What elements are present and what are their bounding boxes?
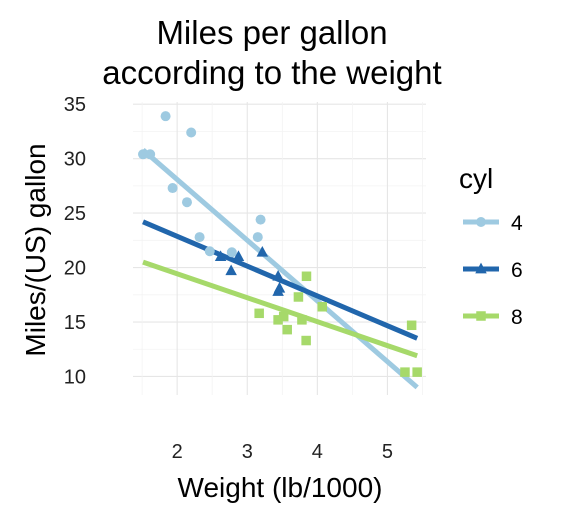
legend-key-marker-cyl-4 xyxy=(476,217,486,227)
data-point-cyl-6 xyxy=(214,250,227,261)
legend-label-cyl-6: 6 xyxy=(511,259,523,282)
data-point-cyl-4 xyxy=(252,232,263,243)
data-point-cyl-8 xyxy=(278,311,289,322)
data-points xyxy=(138,111,422,377)
data-point-cyl-4 xyxy=(167,183,178,194)
data-point-cyl-6 xyxy=(272,269,284,281)
x-tick-label: 4 xyxy=(312,441,323,463)
fit-line-cyl-8 xyxy=(142,259,418,359)
data-point-cyl-8 xyxy=(406,320,417,331)
data-point-cyl-8 xyxy=(301,271,312,282)
y-axis-ticks: 10 15 20 25 30 35 xyxy=(64,94,86,388)
data-point-cyl-8 xyxy=(282,324,292,335)
data-point-cyl-6 xyxy=(225,264,237,276)
x-tick-label: 3 xyxy=(242,441,253,463)
y-tick-label: 15 xyxy=(64,312,86,334)
y-tick-label: 20 xyxy=(64,258,86,280)
data-point-cyl-8 xyxy=(301,335,311,346)
x-tick-label: 2 xyxy=(172,441,183,463)
data-point-cyl-4 xyxy=(194,232,205,243)
legend: cyl 4 6 8 xyxy=(459,163,523,329)
legend-label-cyl-8: 8 xyxy=(511,306,523,329)
y-tick-label: 25 xyxy=(64,203,86,225)
y-tick-label: 35 xyxy=(64,94,86,116)
data-point-cyl-6 xyxy=(232,250,245,261)
data-point-cyl-8 xyxy=(254,308,264,319)
data-point-cyl-4 xyxy=(145,149,156,160)
fit-line-cyl-4 xyxy=(141,148,419,390)
data-point-cyl-4 xyxy=(160,111,171,122)
data-point-cyl-8 xyxy=(400,367,410,377)
legend-label-cyl-4: 4 xyxy=(511,212,523,235)
data-point-cyl-4 xyxy=(181,197,192,208)
data-point-cyl-8 xyxy=(297,315,307,325)
x-axis-label: Weight (lb/1000) xyxy=(178,472,383,503)
legend-title: cyl xyxy=(459,163,493,194)
data-point-cyl-6 xyxy=(256,245,269,257)
chart-title-line: according to the weight xyxy=(102,54,441,91)
x-axis-ticks: 2 3 4 5 xyxy=(172,441,393,463)
data-point-cyl-4 xyxy=(138,149,149,160)
data-point-cyl-4 xyxy=(186,127,197,138)
y-tick-label: 30 xyxy=(64,149,86,171)
grid xyxy=(133,102,426,395)
data-point-cyl-8 xyxy=(293,292,304,302)
data-point-cyl-6 xyxy=(272,285,284,296)
data-point-cyl-8 xyxy=(412,367,422,377)
legend-key-marker-cyl-8 xyxy=(476,311,486,321)
y-axis-label: Miles/(US) gallon xyxy=(20,143,51,356)
chart-title-line: Miles per gallon xyxy=(156,14,387,51)
legend-key-marker-cyl-6 xyxy=(475,262,487,274)
x-tick-label: 5 xyxy=(382,441,393,463)
data-point-cyl-4 xyxy=(204,246,215,257)
data-point-cyl-8 xyxy=(273,315,283,325)
data-point-cyl-4 xyxy=(226,247,237,258)
data-point-cyl-8 xyxy=(317,302,328,312)
y-tick-label: 10 xyxy=(64,366,86,388)
data-point-cyl-4 xyxy=(255,214,266,225)
